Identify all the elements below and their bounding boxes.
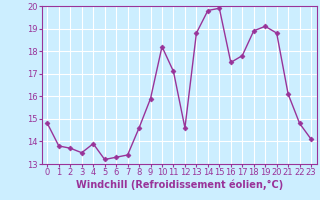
X-axis label: Windchill (Refroidissement éolien,°C): Windchill (Refroidissement éolien,°C) (76, 180, 283, 190)
